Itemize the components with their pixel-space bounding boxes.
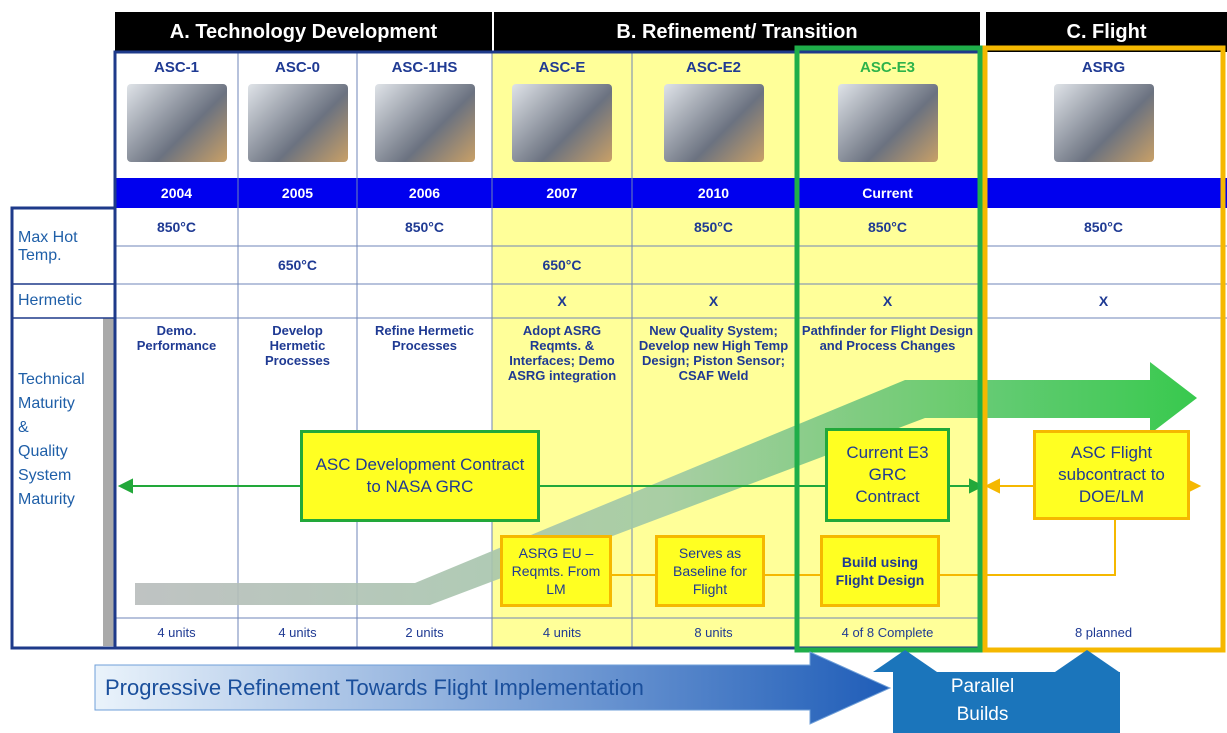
contract-box: ASC Development Contract to NASA GRC: [300, 430, 540, 522]
hardware-image: [247, 84, 348, 162]
units: 4 units: [157, 624, 196, 640]
build-box: ASRG EU – Reqmts. From LM: [500, 535, 612, 607]
hermetic-mark: X: [882, 293, 893, 309]
label-bar: [103, 318, 115, 646]
build-connectors: [612, 520, 1116, 576]
column-name: ASC-E3: [859, 58, 915, 76]
temp-value: 850°C: [1083, 219, 1124, 235]
row-label: Hermetic: [18, 292, 83, 309]
build-box: Serves as Baseline for Flight: [655, 535, 765, 607]
maturity-text: New Quality System; Develop new High Tem…: [638, 323, 789, 383]
row-label: Max Hot Temp.: [18, 229, 78, 264]
hardware-image: [512, 84, 612, 162]
section-title: A. Technology Development: [169, 20, 438, 43]
temp-value: 850°C: [156, 219, 197, 235]
progress-text: Progressive Refinement Towards Flight Im…: [105, 674, 644, 700]
label-lines: [12, 283, 115, 319]
section-title: B. Refinement/ Transition: [616, 20, 858, 43]
temp-value: 850°C: [404, 219, 445, 235]
year: 2010: [697, 185, 730, 201]
maturity-arrow: [135, 362, 1197, 605]
units: 4 units: [278, 624, 317, 640]
section-header: [986, 12, 1227, 52]
maturity-text: Develop Hermetic Processes: [264, 323, 331, 368]
hardware-image: [126, 84, 227, 162]
temp-value: 850°C: [867, 219, 908, 235]
hardware-image: [837, 84, 938, 162]
hermetic-mark: X: [708, 293, 719, 309]
column-name: ASC-1HS: [391, 58, 458, 76]
maturity-text: Demo. Performance: [136, 323, 217, 353]
year: 2007: [546, 185, 578, 201]
section-header: [494, 12, 980, 52]
units: 4 units: [542, 624, 582, 640]
units: 2 units: [405, 624, 444, 640]
temp-value: 650°C: [542, 257, 582, 273]
maturity-text: Adopt ASRG Reqmts. & Interfaces; Demo AS…: [507, 323, 617, 383]
year: 2005: [281, 185, 314, 201]
hermetic-mark: X: [557, 293, 567, 309]
hardware-image: [663, 84, 764, 162]
progress-arrow: [94, 651, 892, 725]
year: 2006: [408, 185, 441, 201]
section-header: [115, 12, 492, 52]
contract-box: Current E3 GRC Contract: [825, 428, 950, 522]
hermetic-mark: X: [1098, 293, 1109, 309]
maturity-text: Pathfinder for Flight Design and Process…: [801, 323, 974, 353]
contract-box: ASC Flight subcontract to DOE/LM: [1033, 430, 1190, 520]
maturity-text: Refine Hermetic Processes: [375, 323, 474, 353]
temp-value: 850°C: [693, 219, 734, 235]
flight-frame: [982, 45, 1226, 653]
units: 4 of 8 Complete: [841, 624, 934, 640]
year: 2004: [160, 185, 193, 201]
year: Current: [862, 185, 913, 201]
units: 8 planned: [1074, 624, 1133, 640]
section-title: C. Flight: [1066, 20, 1147, 43]
units: 8 units: [694, 624, 733, 640]
year-bar: [115, 178, 1227, 208]
temp-value: 650°C: [277, 257, 318, 273]
column-name: ASC-E: [538, 58, 586, 76]
build-box: Build using Flight Design: [820, 535, 940, 607]
parallel-arrows: [873, 650, 1120, 733]
hardware-image: [1053, 84, 1154, 162]
column-name: ASRG: [1081, 58, 1126, 76]
column-name: ASC-1: [153, 58, 199, 76]
column-name: ASC-0: [274, 58, 320, 76]
grid-lines: [115, 52, 1227, 648]
hardware-image: [374, 84, 475, 162]
current-frame: [794, 45, 983, 653]
row-label: Technical Maturity & Quality System Matu…: [18, 371, 85, 508]
parallel-text: Parallel Builds: [950, 675, 1015, 725]
column-name: ASC-E2: [685, 58, 741, 76]
